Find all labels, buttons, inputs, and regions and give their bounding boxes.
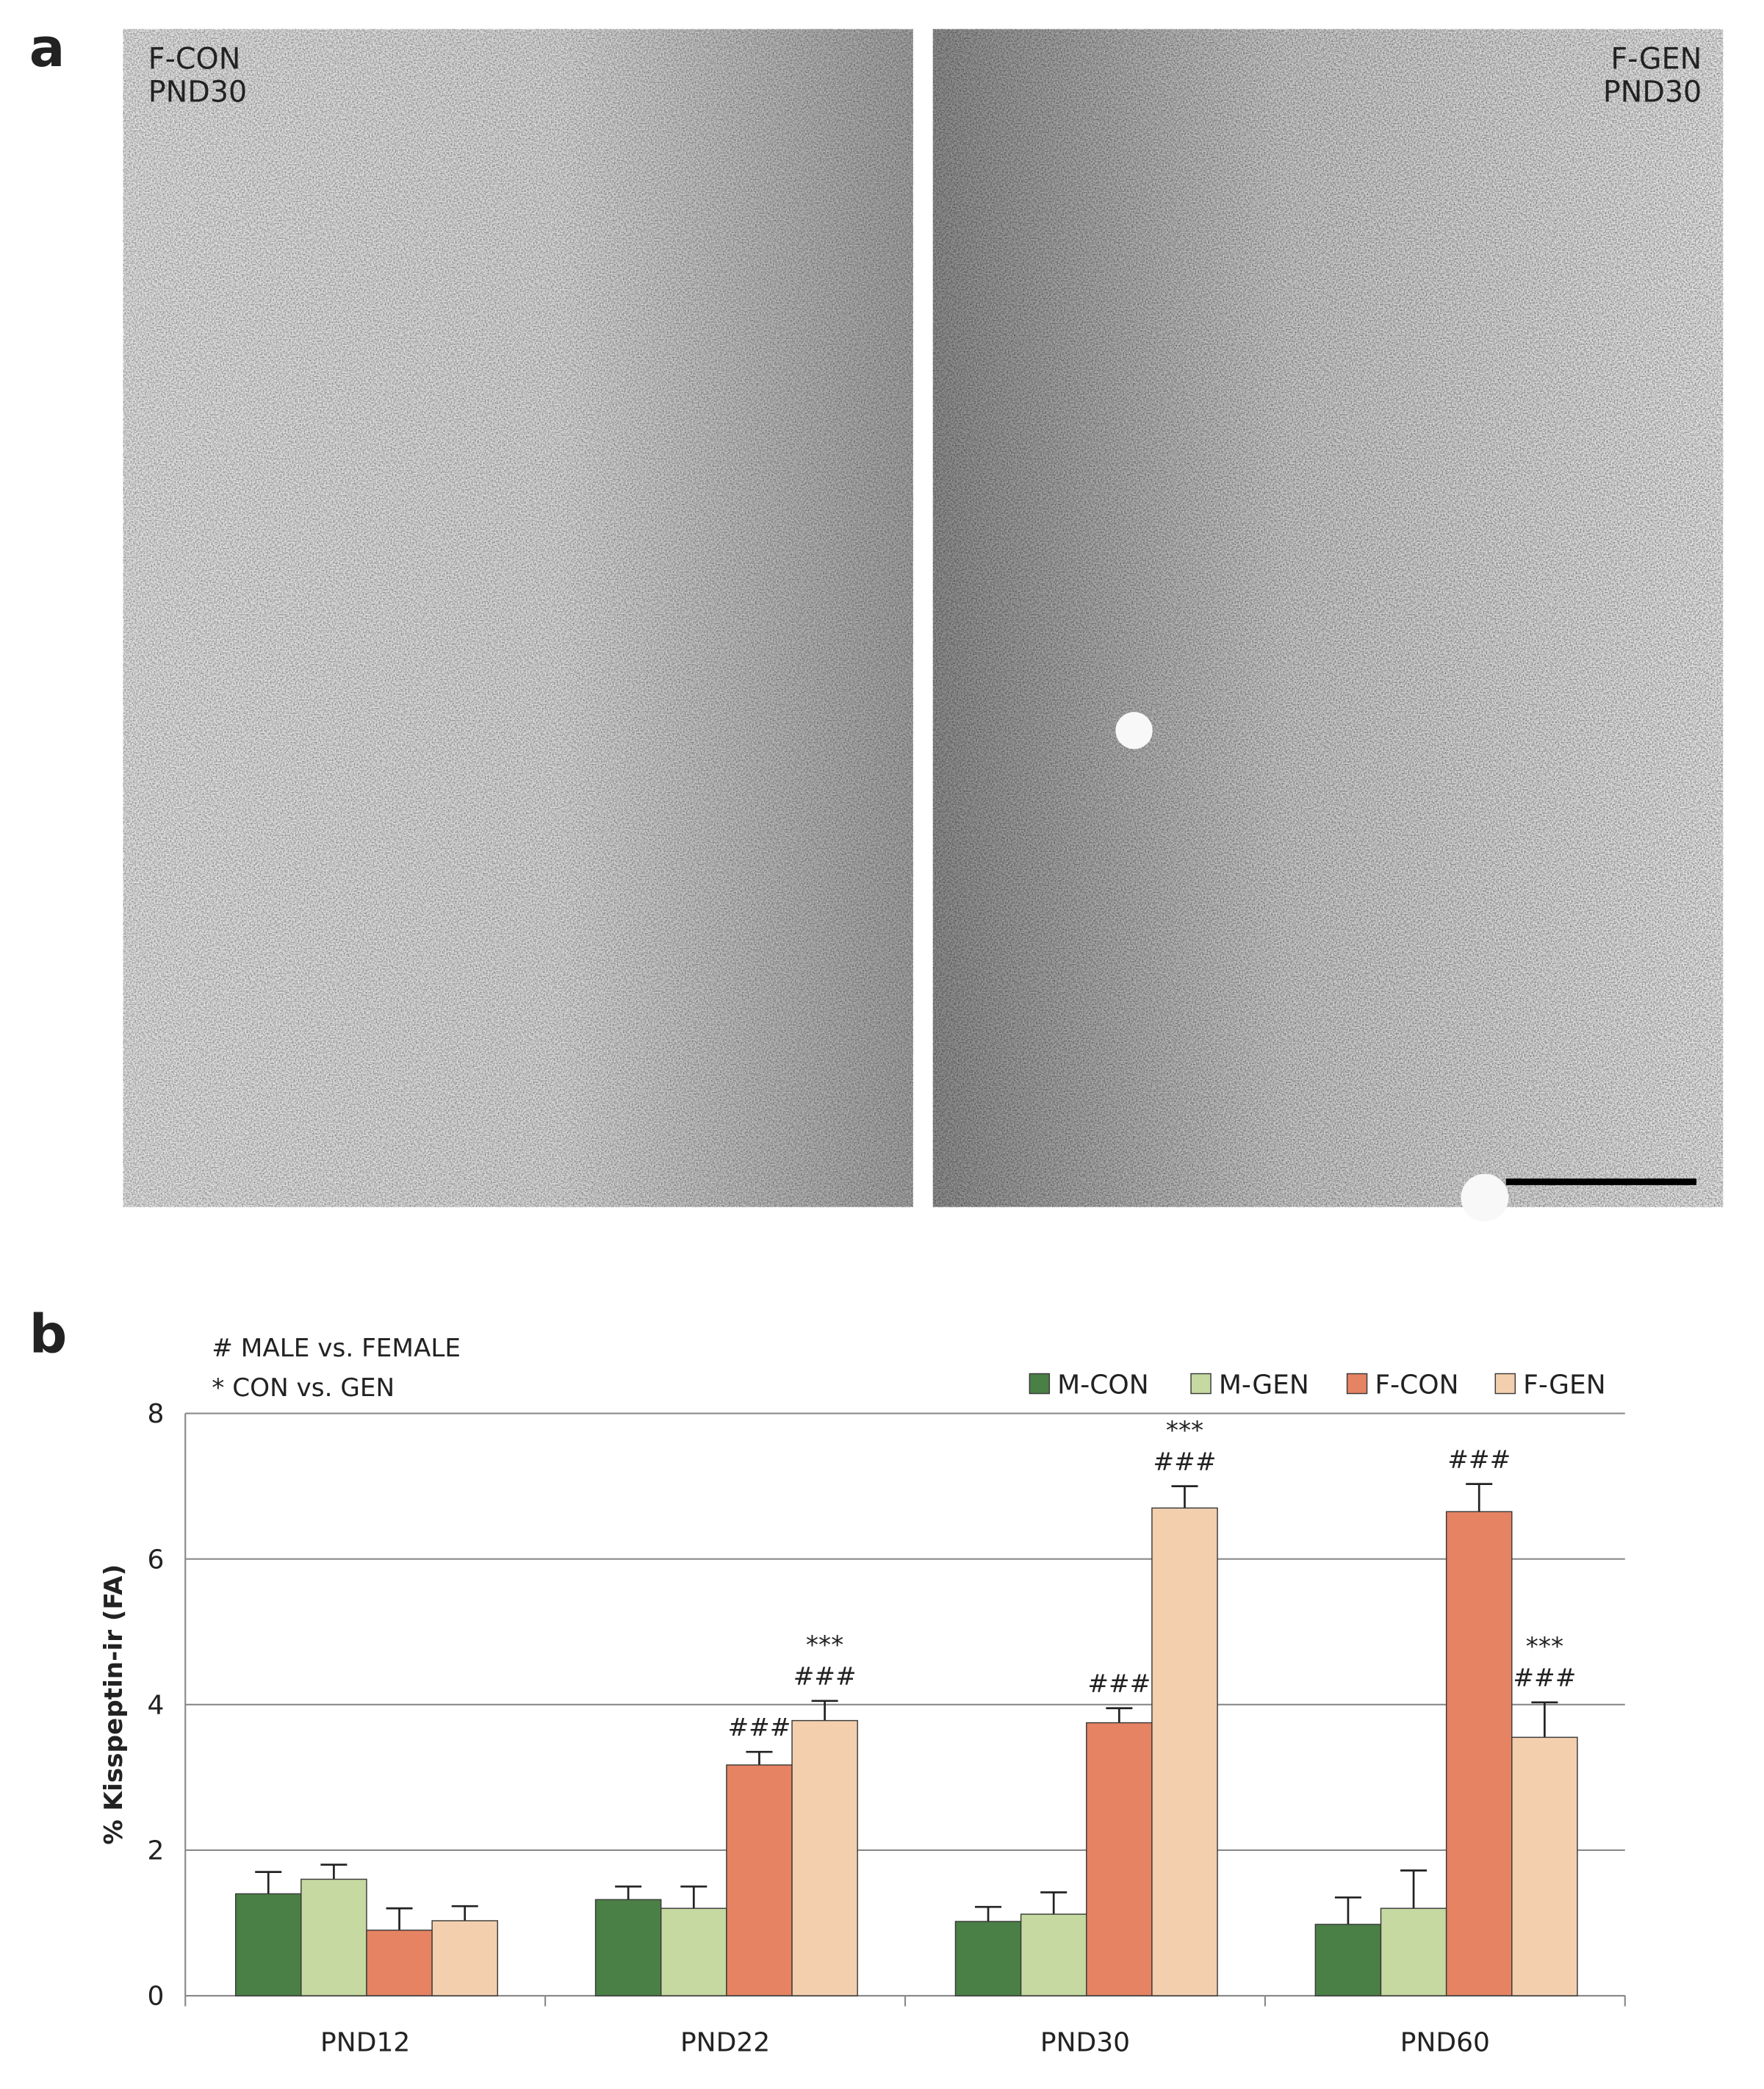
panel-label: a xyxy=(29,17,65,79)
bar xyxy=(1445,1511,1513,1996)
bar xyxy=(431,1920,499,1996)
legend-label: M-GEN xyxy=(1219,1370,1309,1401)
error-bar xyxy=(680,1885,708,1909)
micrograph-right xyxy=(932,29,1724,1222)
legend-swatch xyxy=(1346,1373,1368,1395)
significance-label: ### xyxy=(1513,1664,1576,1693)
image-label: F-GEN xyxy=(1610,43,1702,76)
error-bar xyxy=(615,1885,642,1900)
significance-label: *** xyxy=(1166,1416,1203,1445)
error-bar xyxy=(1334,1896,1361,1924)
image-label: F-CON xyxy=(148,43,241,76)
bar xyxy=(791,1719,858,1996)
error-bar xyxy=(1040,1891,1068,1915)
y-tick-label: 4 xyxy=(147,1690,164,1720)
bar xyxy=(1020,1913,1087,1996)
bar xyxy=(1086,1722,1153,1996)
error-bar xyxy=(975,1905,1002,1921)
significance-label: ### xyxy=(1447,1445,1511,1475)
bar xyxy=(300,1878,367,1996)
y-axis-label: % Kisspeptin-ir (FA) xyxy=(99,1564,129,1845)
x-tick-label: PND22 xyxy=(680,2028,770,2058)
legend-swatch xyxy=(1029,1373,1051,1395)
error-bar xyxy=(386,1907,413,1930)
bar xyxy=(594,1899,662,1996)
bar xyxy=(1151,1507,1218,1996)
significance-label: ### xyxy=(793,1662,857,1691)
image-label: PND30 xyxy=(1603,76,1702,109)
bar xyxy=(1380,1908,1447,1996)
bar xyxy=(954,1921,1022,1996)
y-tick-label: 8 xyxy=(147,1399,164,1429)
error-bar xyxy=(1531,1701,1558,1738)
note: * CON vs. GEN xyxy=(212,1373,395,1403)
significance-label: ### xyxy=(1087,1669,1151,1699)
error-bar xyxy=(320,1863,348,1880)
error-bar xyxy=(1106,1707,1133,1723)
error-bar xyxy=(255,1871,282,1894)
x-tick-label: PND12 xyxy=(320,2028,410,2058)
legend-label: F-CON xyxy=(1375,1370,1458,1401)
y-tick-label: 0 xyxy=(147,1982,164,2012)
bar xyxy=(366,1930,433,1996)
x-tick-label: PND30 xyxy=(1040,2028,1130,2058)
legend-swatch xyxy=(1190,1373,1212,1395)
error-bar xyxy=(1171,1485,1198,1509)
bar xyxy=(726,1764,793,1996)
y-tick-label: 6 xyxy=(147,1545,164,1575)
image-label: PND30 xyxy=(148,76,247,109)
legend-label: F-GEN xyxy=(1523,1370,1606,1401)
panel-label: b xyxy=(29,1304,68,1365)
legend-swatch xyxy=(1494,1373,1516,1395)
error-bar xyxy=(811,1700,838,1721)
significance-label: *** xyxy=(806,1630,843,1660)
error-bar xyxy=(451,1905,478,1921)
bar xyxy=(660,1908,727,1996)
significance-label: *** xyxy=(1526,1632,1563,1661)
significance-label: ### xyxy=(1153,1448,1216,1477)
legend-label: M-CON xyxy=(1057,1370,1149,1401)
error-bar xyxy=(1466,1483,1493,1512)
note: # MALE vs. FEMALE xyxy=(212,1334,461,1363)
bar xyxy=(234,1893,302,1996)
bar xyxy=(1314,1924,1382,1996)
x-tick-label: PND60 xyxy=(1400,2028,1490,2058)
error-bar xyxy=(746,1750,773,1766)
bar xyxy=(1511,1736,1578,1996)
significance-label: ### xyxy=(727,1714,791,1743)
error-bar xyxy=(1400,1869,1428,1909)
micrograph-left xyxy=(123,29,913,1207)
y-tick-label: 2 xyxy=(147,1836,164,1866)
